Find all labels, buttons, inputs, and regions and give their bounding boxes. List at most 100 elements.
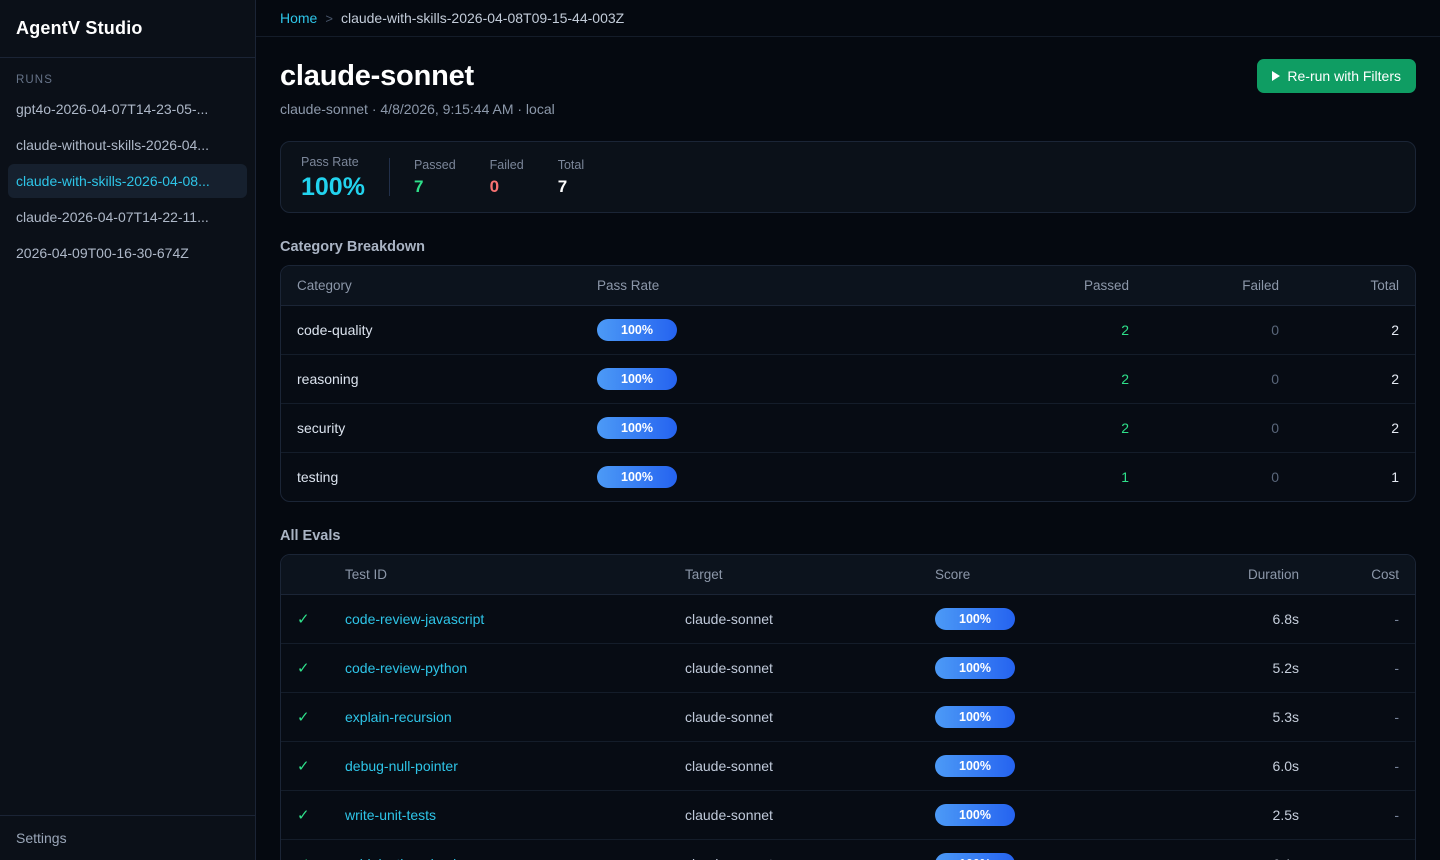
sidebar-section-label-runs: RUNS: [16, 74, 53, 86]
category-table-body: code-quality 100% 2 0 2 reasoning 100% 2…: [281, 305, 1415, 502]
evals-table-header-row: Test ID Target Score Duration Cost: [281, 555, 1415, 595]
cell-test-id[interactable]: debug-null-pointer: [329, 741, 669, 791]
cell-cost: -: [1315, 840, 1415, 860]
cell-total: 2: [1295, 305, 1415, 355]
cell-duration: 2.5s: [1135, 790, 1315, 840]
status-check-icon: ✓: [281, 741, 329, 791]
cell-duration: 5.2s: [1135, 643, 1315, 693]
play-icon: [1272, 71, 1281, 81]
table-row[interactable]: reasoning 100% 2 0 2: [281, 354, 1415, 404]
cell-test-id[interactable]: code-review-javascript: [329, 594, 669, 644]
all-evals-table-card: Test ID Target Score Duration Cost ✓ cod…: [280, 554, 1416, 860]
table-row[interactable]: testing 100% 1 0 1: [281, 453, 1415, 502]
cell-failed: 0: [1145, 403, 1295, 453]
main-content: Home > claude-with-skills-2026-04-08T09-…: [256, 0, 1440, 860]
cell-test-id[interactable]: sql-injection-check: [329, 840, 669, 860]
col-header-duration[interactable]: Duration: [1135, 555, 1315, 595]
status-check-icon: ✓: [281, 594, 329, 644]
page-header: claude-sonnet claude-sonnet · 4/8/2026, …: [280, 59, 1416, 117]
category-table-header-row: Category Pass Rate Passed Failed Total: [281, 266, 1415, 306]
col-header-passed[interactable]: Passed: [995, 266, 1145, 306]
cell-cost: -: [1315, 594, 1415, 644]
cell-pass-rate: 100%: [581, 453, 995, 502]
sidebar-item-run-3[interactable]: claude-2026-04-07T14-22-11...: [16, 209, 209, 225]
cell-duration: 6.1s: [1135, 840, 1315, 860]
stat-counts-group: Passed 7 Failed 0 Total 7: [414, 157, 584, 198]
cell-category: testing: [297, 469, 339, 485]
sidebar-item-run-0[interactable]: gpt4o-2026-04-07T14-23-05-...: [16, 101, 209, 117]
stat-pass-rate: Pass Rate 100%: [301, 154, 365, 201]
sidebar: AgentV Studio RUNS gpt4o-2026-04-07T14-2…: [0, 0, 256, 860]
col-header-test-id[interactable]: Test ID: [329, 555, 669, 595]
col-header-total[interactable]: Total: [1295, 266, 1415, 306]
cell-total: 2: [1295, 354, 1415, 404]
stat-pass-rate-label: Pass Rate: [301, 154, 359, 169]
page-content: claude-sonnet claude-sonnet · 4/8/2026, …: [256, 37, 1440, 860]
stat-passed: Passed 7: [414, 157, 456, 198]
cell-target: claude-sonnet: [669, 840, 919, 860]
cell-failed: 0: [1145, 305, 1295, 355]
col-header-target[interactable]: Target: [669, 555, 919, 595]
breadcrumb-link-home[interactable]: Home: [280, 10, 318, 26]
cell-cost: -: [1315, 643, 1415, 693]
table-row[interactable]: ✓ explain-recursion claude-sonnet 100% 5…: [281, 692, 1415, 742]
stat-total: Total 7: [558, 157, 584, 198]
status-check-icon: ✓: [281, 840, 329, 860]
cell-target: claude-sonnet: [669, 643, 919, 693]
cell-score: 100%: [919, 692, 1135, 742]
table-row[interactable]: ✓ sql-injection-check claude-sonnet 100%…: [281, 840, 1415, 860]
pass-rate-pill: 100%: [597, 417, 677, 439]
cell-test-id[interactable]: explain-recursion: [329, 692, 669, 742]
stat-failed-label: Failed: [489, 157, 524, 172]
cell-score: 100%: [919, 790, 1135, 840]
app-brand: AgentV Studio: [0, 0, 255, 58]
cell-passed: 2: [995, 403, 1145, 453]
table-row[interactable]: ✓ code-review-javascript claude-sonnet 1…: [281, 594, 1415, 644]
category-breakdown-table-card: Category Pass Rate Passed Failed Total c…: [280, 265, 1416, 502]
cell-target: claude-sonnet: [669, 692, 919, 742]
score-pill: 100%: [935, 853, 1015, 860]
cell-test-id[interactable]: write-unit-tests: [329, 790, 669, 840]
cell-pass-rate: 100%: [581, 354, 995, 404]
cell-cost: -: [1315, 692, 1415, 742]
score-pill: 100%: [935, 804, 1015, 826]
stat-failed-value: 0: [489, 176, 500, 196]
table-row[interactable]: security 100% 2 0 2: [281, 403, 1415, 453]
cell-cost: -: [1315, 790, 1415, 840]
category-breakdown-title: Category Breakdown: [280, 239, 426, 255]
rerun-button-label: Re-run with Filters: [1287, 68, 1401, 84]
page-title: claude-sonnet: [280, 60, 474, 92]
score-pill: 100%: [935, 706, 1015, 728]
pass-rate-pill: 100%: [597, 466, 677, 488]
evals-table-head: Test ID Target Score Duration Cost: [281, 555, 1415, 595]
stat-passed-label: Passed: [413, 157, 456, 172]
cell-target: claude-sonnet: [669, 741, 919, 791]
sidebar-item-settings[interactable]: Settings: [0, 815, 255, 860]
sidebar-item-run-1[interactable]: claude-without-skills-2026-04...: [16, 137, 209, 153]
cell-duration: 5.3s: [1135, 692, 1315, 742]
table-row[interactable]: ✓ debug-null-pointer claude-sonnet 100% …: [281, 741, 1415, 791]
status-check-icon: ✓: [281, 643, 329, 693]
table-row[interactable]: ✓ code-review-python claude-sonnet 100% …: [281, 643, 1415, 693]
cell-target: claude-sonnet: [669, 790, 919, 840]
col-header-failed[interactable]: Failed: [1145, 266, 1295, 306]
table-row[interactable]: code-quality 100% 2 0 2: [281, 305, 1415, 355]
col-header-score[interactable]: Score: [919, 555, 1135, 595]
cell-category: code-quality: [281, 305, 581, 355]
sidebar-item-run-4[interactable]: 2026-04-09T00-16-30-674Z: [16, 245, 189, 261]
pass-rate-pill: 100%: [597, 368, 677, 390]
stat-divider: [388, 158, 390, 196]
sidebar-item-run-2[interactable]: claude-with-skills-2026-04-08...: [8, 164, 247, 198]
cell-category: security: [281, 403, 581, 453]
page-subtitle: claude-sonnet · 4/8/2026, 9:15:44 AM · l…: [280, 101, 555, 117]
cell-pass-rate: 100%: [581, 305, 995, 355]
col-header-cost[interactable]: Cost: [1315, 555, 1415, 595]
pass-rate-pill: 100%: [597, 319, 677, 341]
cell-test-id[interactable]: code-review-python: [329, 643, 669, 693]
col-header-category[interactable]: Category: [281, 266, 581, 306]
col-header-pass-rate[interactable]: Pass Rate: [581, 266, 995, 306]
rerun-with-filters-button[interactable]: Re-run with Filters: [1257, 59, 1416, 93]
cell-score: 100%: [919, 594, 1135, 644]
table-row[interactable]: ✓ write-unit-tests claude-sonnet 100% 2.…: [281, 790, 1415, 840]
